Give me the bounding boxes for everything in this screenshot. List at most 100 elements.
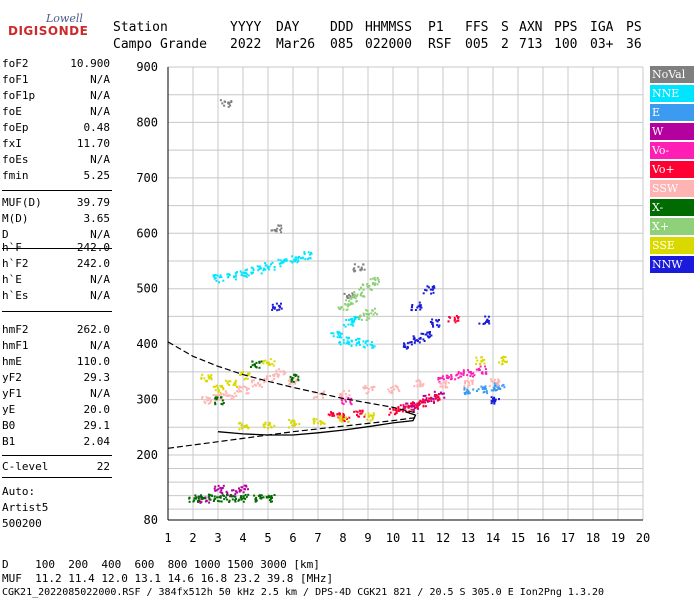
- scatter-point: [432, 400, 435, 403]
- scatter-point: [471, 381, 474, 384]
- scatter-point: [220, 393, 223, 396]
- param-value: 242.0: [76, 241, 110, 254]
- scatter-point: [431, 285, 434, 288]
- scatter-point: [221, 403, 224, 406]
- scatter-point: [441, 385, 444, 387]
- param-label: M(D): [2, 212, 29, 225]
- scatter-point: [437, 377, 440, 380]
- scatter-point: [245, 484, 247, 487]
- scatter-point: [414, 403, 417, 406]
- scatter-point: [217, 390, 220, 393]
- scatter-point: [279, 229, 282, 231]
- scatter-point: [255, 384, 258, 387]
- scatter-point: [433, 395, 436, 398]
- scatter-point: [488, 385, 491, 388]
- scatter-point: [448, 376, 451, 379]
- scatter-point: [234, 275, 237, 278]
- scatter-point: [426, 285, 429, 288]
- scatter-point: [457, 317, 460, 320]
- param-label: B1: [2, 435, 16, 448]
- scatter-point: [295, 378, 298, 381]
- scatter-point: [360, 292, 362, 295]
- scatter-point: [438, 393, 440, 396]
- scatter-point: [192, 500, 195, 503]
- scatter-point: [260, 272, 263, 275]
- scatter-point: [260, 267, 263, 270]
- scatter-point: [419, 304, 422, 307]
- scatter-point: [293, 421, 296, 424]
- scatter-point: [214, 485, 217, 488]
- scatter-point: [342, 339, 345, 342]
- scatter-point: [285, 258, 288, 261]
- scatter-point: [342, 308, 345, 311]
- scatter-point: [330, 332, 333, 335]
- scatter-point: [214, 401, 217, 404]
- scatter-point: [268, 422, 271, 425]
- scatter-point: [227, 101, 230, 104]
- scatter-point: [449, 378, 452, 381]
- scatter-point: [350, 323, 353, 326]
- scatter-point: [422, 338, 425, 341]
- scatter-point: [242, 497, 245, 500]
- param-value: 110.0: [76, 355, 110, 368]
- scatter-point: [425, 399, 428, 401]
- scatter-point: [244, 488, 246, 491]
- param-label: hmE: [2, 355, 22, 368]
- legend-entry-vo-minus: Vo-: [650, 142, 694, 159]
- scatter-point: [470, 371, 472, 373]
- scatter-point: [277, 373, 280, 376]
- scatter-point: [360, 286, 363, 289]
- scatter-point: [401, 410, 404, 413]
- scatter-point: [414, 339, 417, 342]
- scatter-point: [250, 366, 252, 368]
- scatter-point: [253, 494, 256, 497]
- scatter-point: [312, 422, 315, 425]
- scatter-point: [396, 387, 399, 390]
- scatter-point: [225, 394, 228, 397]
- scatter-point: [271, 261, 274, 264]
- scatter-point: [494, 400, 497, 403]
- scatter-point: [273, 374, 276, 377]
- y-tick-label: 400: [136, 337, 158, 351]
- legend-entry-nne: NNE: [650, 85, 694, 102]
- scatter-point: [370, 341, 373, 344]
- scatter-point: [442, 378, 445, 381]
- scatter-point: [198, 499, 201, 502]
- scatter-point: [463, 385, 466, 388]
- scatter-point: [479, 362, 482, 365]
- scatter-point: [247, 274, 250, 277]
- scatter-point: [341, 399, 344, 402]
- scatter-point: [208, 501, 211, 504]
- scatter-point: [258, 361, 261, 364]
- scatter-point: [340, 414, 343, 417]
- scatter-point: [405, 347, 408, 350]
- scatter-point: [399, 409, 402, 411]
- scatter-point: [315, 418, 318, 421]
- scatter-point: [280, 224, 283, 227]
- scatter-point: [363, 314, 365, 317]
- scatter-point: [389, 411, 392, 414]
- scatter-point: [309, 253, 311, 256]
- param-row: fxI 11.70: [2, 137, 110, 153]
- scatter-point: [221, 399, 224, 402]
- y-tick-label: 200: [136, 448, 158, 462]
- x-tick-label: 17: [561, 531, 575, 545]
- scatter-point: [457, 319, 460, 322]
- scatter-point: [415, 380, 418, 383]
- scatter-point: [351, 322, 354, 325]
- scatter-point: [344, 400, 347, 403]
- param-separator: [2, 311, 112, 312]
- scatter-point: [268, 265, 271, 268]
- scatter-point: [219, 385, 222, 387]
- scatter-point: [413, 385, 416, 388]
- param-label: C-level: [2, 460, 49, 473]
- scatter-point: [201, 497, 204, 500]
- scatter-point: [197, 501, 200, 503]
- scatter-point: [353, 319, 356, 322]
- scatter-point: [277, 368, 280, 371]
- logo-digisonde-text: DIGISONDE: [8, 24, 89, 38]
- scatter-point: [245, 273, 248, 276]
- scatter-point: [471, 379, 474, 382]
- scatter-point: [238, 389, 241, 392]
- scatter-point: [440, 382, 443, 385]
